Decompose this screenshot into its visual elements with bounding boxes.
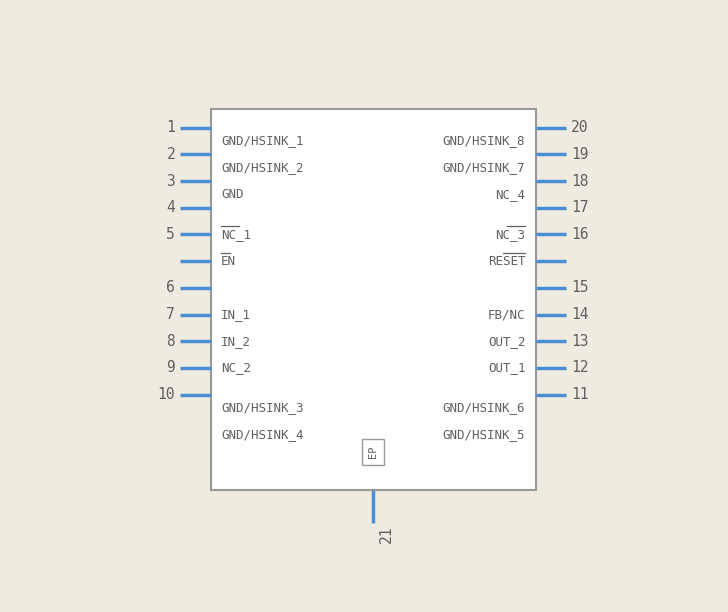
Text: OUT_2: OUT_2 [488, 335, 526, 348]
Text: NC_3: NC_3 [495, 228, 526, 241]
Text: 6: 6 [167, 280, 175, 296]
Text: 3: 3 [167, 174, 175, 188]
Text: GND/HSINK_3: GND/HSINK_3 [221, 401, 304, 414]
Text: 13: 13 [571, 334, 588, 349]
Text: EN: EN [221, 255, 236, 267]
Text: RESET: RESET [488, 255, 526, 267]
Text: IN_1: IN_1 [221, 308, 251, 321]
Text: GND/HSINK_6: GND/HSINK_6 [443, 401, 526, 414]
Text: 7: 7 [167, 307, 175, 322]
Text: 5: 5 [167, 227, 175, 242]
Text: GND/HSINK_7: GND/HSINK_7 [443, 161, 526, 174]
Text: 4: 4 [167, 200, 175, 215]
Text: 21: 21 [379, 526, 394, 543]
Text: 12: 12 [571, 360, 588, 376]
Text: 18: 18 [571, 174, 588, 188]
Text: GND/HSINK_2: GND/HSINK_2 [221, 161, 304, 174]
Text: NC_4: NC_4 [495, 188, 526, 201]
Text: 19: 19 [571, 147, 588, 162]
Bar [210, 109, 536, 490]
Text: FB/NC: FB/NC [488, 308, 526, 321]
Text: GND/HSINK_4: GND/HSINK_4 [221, 428, 304, 441]
Text: 11: 11 [571, 387, 588, 402]
Text: GND/HSINK_1: GND/HSINK_1 [221, 135, 304, 147]
Text: GND/HSINK_5: GND/HSINK_5 [443, 428, 526, 441]
Text: GND/HSINK_8: GND/HSINK_8 [443, 135, 526, 147]
Text: 1: 1 [167, 120, 175, 135]
Text: 8: 8 [167, 334, 175, 349]
Text: 15: 15 [571, 280, 588, 296]
Text: GND: GND [221, 188, 243, 201]
Text: EP: EP [368, 446, 378, 458]
Text: 16: 16 [571, 227, 588, 242]
Text: 9: 9 [167, 360, 175, 376]
Text: 14: 14 [571, 307, 588, 322]
Text: 10: 10 [158, 387, 175, 402]
Text: IN_2: IN_2 [221, 335, 251, 348]
Bar [362, 439, 384, 465]
Text: NC_1: NC_1 [221, 228, 251, 241]
Text: 2: 2 [167, 147, 175, 162]
Text: 17: 17 [571, 200, 588, 215]
Text: 20: 20 [571, 120, 588, 135]
Text: OUT_1: OUT_1 [488, 362, 526, 375]
Text: NC_2: NC_2 [221, 362, 251, 375]
